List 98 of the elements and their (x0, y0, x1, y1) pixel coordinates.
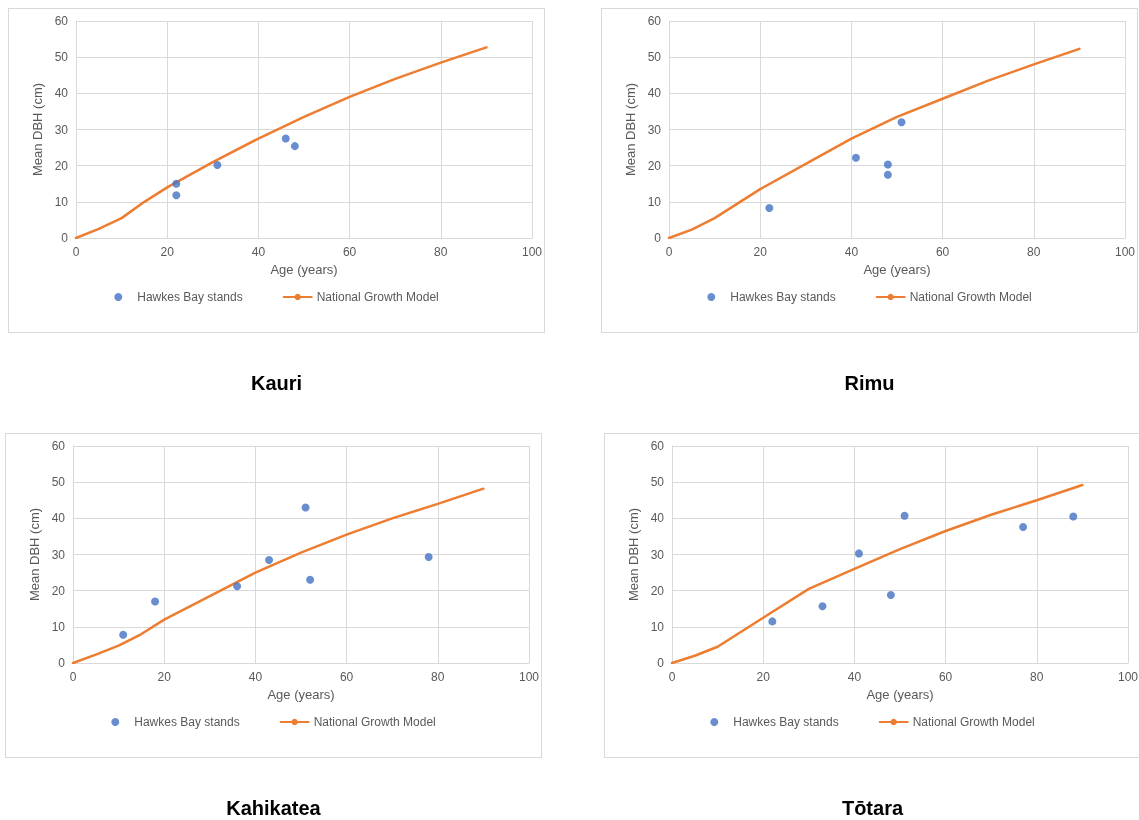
x-tick-label: 60 (935, 245, 950, 259)
y-tick-label: 20 (650, 583, 665, 598)
y-tick-label: 10 (650, 619, 665, 634)
x-tick-label: 100 (518, 670, 540, 684)
y-tick-label: 60 (650, 439, 665, 453)
y-tick-label: 50 (51, 475, 66, 490)
text: Rimu (844, 372, 895, 394)
x-axis-title: Age (years) (267, 686, 335, 702)
y-tick-label: 10 (647, 194, 662, 209)
point (301, 503, 310, 512)
x-tick-label: 80 (1027, 245, 1041, 259)
y-axis-title: Mean DBH (cm) (26, 507, 42, 602)
y-tick-label: 20 (51, 583, 66, 598)
point (172, 191, 181, 200)
y-tick-label: 50 (54, 50, 69, 65)
x-tick-label: 0 (668, 670, 676, 684)
point (424, 553, 433, 562)
legend-label: Hawkes Bay stands (134, 715, 240, 729)
x-tick-label: 20 (753, 245, 768, 259)
x-axis-title: Age (years) (866, 686, 934, 702)
x-tick-label: 20 (756, 670, 771, 684)
point (765, 203, 774, 212)
y-tick-label: 10 (51, 619, 66, 634)
point (233, 582, 242, 591)
x-tick-label: 20 (157, 670, 172, 684)
legend-label: National Growth Model (912, 715, 1035, 729)
y-tick-label: 40 (650, 511, 665, 526)
x-tick-label: 60 (342, 245, 357, 259)
point (290, 142, 299, 151)
x-tick-label: 40 (844, 245, 859, 259)
x-axis-title: Age (years) (863, 261, 931, 277)
y-tick-label: 10 (54, 194, 69, 209)
legend-label: National Growth Model (313, 715, 436, 729)
point (306, 575, 315, 584)
x-tick-label: 60 (339, 670, 354, 684)
y-axis-title: Mean DBH (cm) (622, 82, 638, 177)
y-tick-label: 0 (657, 656, 665, 670)
y-tick-label: 40 (51, 511, 66, 526)
point (768, 617, 777, 626)
point (172, 179, 181, 188)
y-tick-label: 30 (650, 547, 665, 562)
y-tick-label: 60 (51, 439, 66, 453)
point (265, 555, 274, 564)
text: Kauri (250, 372, 303, 394)
legend-label: National Growth Model (909, 290, 1032, 304)
line-series (667, 47, 1081, 240)
y-tick-label: 30 (51, 547, 66, 562)
legend-label: Hawkes Bay stands (730, 290, 836, 304)
y-tick-label: 0 (58, 656, 66, 670)
x-tick-label: 40 (248, 670, 263, 684)
y-tick-label: 40 (54, 86, 69, 101)
point (883, 160, 892, 169)
legend-label: Hawkes Bay stands (137, 290, 243, 304)
point (883, 170, 892, 179)
point (1069, 512, 1078, 521)
point (897, 118, 906, 127)
point (213, 160, 222, 169)
y-axis-title: Mean DBH (cm) (29, 82, 45, 177)
x-tick-label: 100 (521, 245, 543, 259)
point (281, 134, 290, 143)
x-tick-label: 0 (72, 245, 80, 259)
line-series (74, 46, 488, 240)
y-tick-label: 0 (654, 231, 662, 245)
line-series (670, 483, 1084, 665)
point (900, 511, 909, 520)
point (151, 597, 160, 606)
x-tick-label: 100 (1117, 670, 1139, 684)
point (818, 602, 827, 611)
x-tick-label: 100 (1114, 245, 1136, 259)
legend-label: Hawkes Bay stands (733, 715, 839, 729)
x-tick-label: 20 (160, 245, 175, 259)
x-tick-label: 80 (434, 245, 448, 259)
point (854, 549, 863, 558)
y-tick-label: 30 (54, 122, 69, 137)
x-tick-label: 60 (938, 670, 953, 684)
y-tick-label: 60 (647, 14, 662, 28)
x-tick-label: 40 (847, 670, 862, 684)
point (119, 630, 128, 639)
point (1019, 523, 1028, 532)
text: Kahikatea (226, 797, 322, 819)
line-series (71, 487, 485, 665)
y-tick-label: 0 (61, 231, 69, 245)
x-tick-label: 80 (431, 670, 445, 684)
point (851, 153, 860, 162)
legend-label: National Growth Model (316, 290, 439, 304)
point (886, 591, 895, 599)
y-axis-title: Mean DBH (cm) (625, 507, 641, 602)
y-tick-label: 20 (54, 158, 69, 173)
text: Tōtara (841, 797, 904, 819)
y-tick-label: 20 (647, 158, 662, 173)
y-tick-label: 30 (647, 122, 662, 137)
x-axis-title: Age (years) (270, 261, 338, 277)
y-tick-label: 50 (650, 475, 665, 490)
x-tick-label: 80 (1030, 670, 1044, 684)
y-tick-label: 50 (647, 50, 662, 65)
x-tick-label: 40 (251, 245, 266, 259)
y-tick-label: 40 (647, 86, 662, 101)
y-tick-label: 60 (54, 14, 69, 28)
